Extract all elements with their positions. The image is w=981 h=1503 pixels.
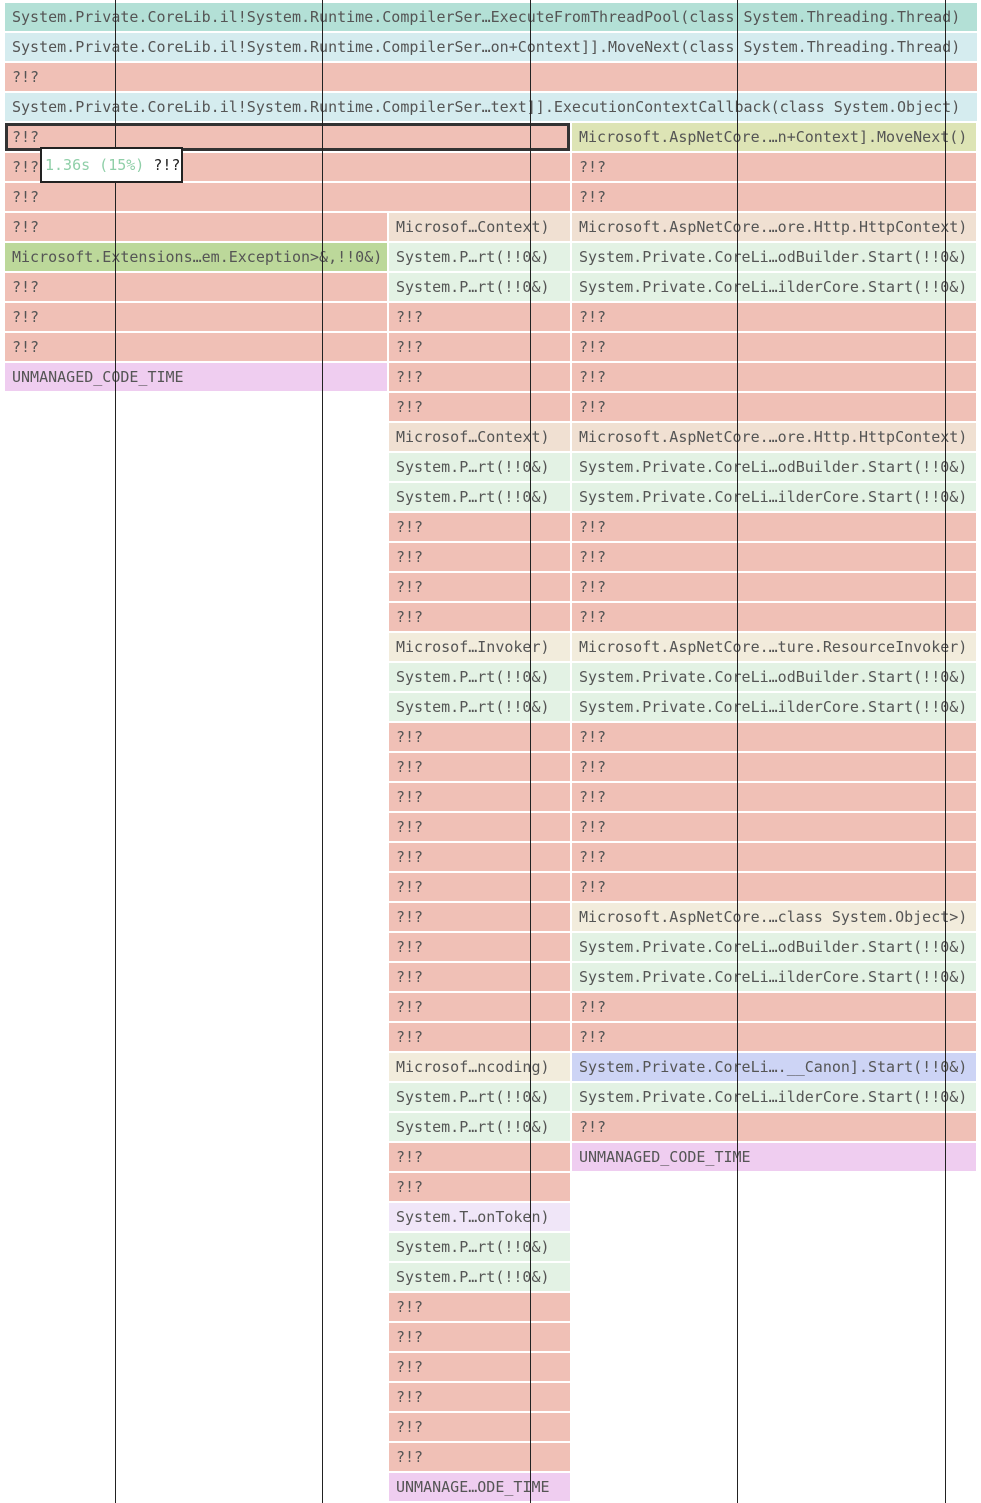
stack-frame[interactable]: ?!? (389, 1443, 570, 1471)
tooltip: 1.36s (15%) ?!? (40, 147, 183, 183)
stack-frame[interactable]: Microsof…Context) (389, 423, 570, 451)
stack-frame[interactable]: ?!? (5, 63, 977, 91)
stack-frame[interactable]: ?!? (572, 153, 976, 181)
stack-frame[interactable]: ?!? (572, 753, 976, 781)
stack-frame[interactable]: ?!? (389, 1413, 570, 1441)
stack-frame[interactable]: UNMANAGED_CODE_TIME (572, 1143, 976, 1171)
stack-frame[interactable]: ?!? (389, 933, 570, 961)
stack-frame[interactable]: ?!? (572, 873, 976, 901)
stack-frame[interactable]: ?!? (389, 573, 570, 601)
stack-frame[interactable]: System.P…rt(!!0&) (389, 1233, 570, 1261)
stack-frame[interactable]: ?!? (5, 213, 387, 241)
stack-frame[interactable]: ?!? (389, 753, 570, 781)
guide-line (945, 0, 946, 1503)
stack-frame[interactable]: ?!? (572, 813, 976, 841)
stack-frame[interactable]: ?!? (572, 603, 976, 631)
stack-frame[interactable]: ?!? (5, 333, 387, 361)
stack-frame[interactable]: Microsof…Context) (389, 213, 570, 241)
stack-frame[interactable]: ?!? (5, 273, 387, 301)
stack-frame[interactable]: System.Private.CoreLi…ilderCore.Start(!!… (572, 693, 976, 721)
tooltip-time: 1.36s (15%) (45, 156, 145, 174)
stack-frame[interactable]: System.Private.CoreLib.il!System.Runtime… (5, 3, 977, 31)
stack-frame[interactable]: ?!? (572, 723, 976, 751)
stack-frame[interactable]: ?!? (389, 1023, 570, 1051)
stack-frame[interactable]: ?!? (572, 783, 976, 811)
stack-frame[interactable]: ?!? (389, 513, 570, 541)
guide-line (530, 0, 531, 1503)
stack-frame[interactable]: UNMANAGE…ODE_TIME (389, 1473, 570, 1501)
guide-line (322, 0, 323, 1503)
stack-frame[interactable]: System.P…rt(!!0&) (389, 243, 570, 271)
stack-frame[interactable]: System.Private.CoreLib.il!System.Runtime… (5, 33, 977, 61)
stack-frame[interactable]: ?!? (572, 333, 976, 361)
stack-frame[interactable]: System.Private.CoreLib.il!System.Runtime… (5, 93, 977, 121)
stack-frame[interactable]: ?!? (572, 1113, 976, 1141)
stack-frame[interactable]: System.P…rt(!!0&) (389, 1263, 570, 1291)
stack-frame[interactable]: Microsoft.AspNetCore.…class System.Objec… (572, 903, 976, 931)
stack-frame[interactable]: ?!? (572, 573, 976, 601)
stack-frame[interactable]: ?!? (389, 723, 570, 751)
stack-frame[interactable]: ?!? (389, 1383, 570, 1411)
stack-frame[interactable]: ?!? (572, 843, 976, 871)
tooltip-name: ?!? (153, 156, 181, 174)
stack-frame[interactable]: System.P…rt(!!0&) (389, 483, 570, 511)
stack-frame[interactable]: Microsoft.Extensions…em.Exception>&,!!0&… (5, 243, 387, 271)
stack-frame[interactable]: System.P…rt(!!0&) (389, 1083, 570, 1111)
stack-frame[interactable]: System.Private.CoreLi…odBuilder.Start(!!… (572, 453, 976, 481)
stack-frame[interactable]: System.Private.CoreLi…ilderCore.Start(!!… (572, 273, 976, 301)
stack-frame[interactable]: ?!? (389, 903, 570, 931)
stack-frame[interactable]: ?!? (389, 843, 570, 871)
stack-frame[interactable]: System.Private.CoreLi…odBuilder.Start(!!… (572, 663, 976, 691)
stack-frame[interactable]: System.Private.CoreLi…ilderCore.Start(!!… (572, 963, 976, 991)
stack-frame[interactable]: UNMANAGED_CODE_TIME (5, 363, 387, 391)
stack-frame[interactable]: ?!? (389, 813, 570, 841)
stack-frame[interactable]: Microsoft.AspNetCore.…ture.ResourceInvok… (572, 633, 976, 661)
stack-frame[interactable]: Microsof…Invoker) (389, 633, 570, 661)
stack-frame[interactable]: System.Private.CoreLi…odBuilder.Start(!!… (572, 933, 976, 961)
stack-frame[interactable]: System.T…onToken) (389, 1203, 570, 1231)
stack-frame[interactable]: ?!? (572, 543, 976, 571)
stack-frame[interactable]: ?!? (572, 513, 976, 541)
stack-frame[interactable]: ?!? (389, 303, 570, 331)
stack-frame[interactable]: ?!? (389, 1323, 570, 1351)
stack-frame[interactable]: ?!? (389, 963, 570, 991)
stack-frame[interactable]: System.P…rt(!!0&) (389, 693, 570, 721)
stack-frame[interactable]: ?!? (572, 393, 976, 421)
stack-frame[interactable]: ?!? (572, 183, 976, 211)
stack-frame[interactable]: Microsoft.AspNetCore.…ore.Http.HttpConte… (572, 213, 976, 241)
stack-frame[interactable]: System.Private.CoreLi…ilderCore.Start(!!… (572, 483, 976, 511)
stack-frame[interactable]: Microsoft.AspNetCore.…ore.Http.HttpConte… (572, 423, 976, 451)
stack-frame[interactable]: ?!? (389, 1143, 570, 1171)
stack-frame[interactable]: System.P…rt(!!0&) (389, 663, 570, 691)
stack-frame[interactable]: ?!? (572, 363, 976, 391)
stack-frame[interactable]: ?!? (389, 603, 570, 631)
stack-frame[interactable]: System.P…rt(!!0&) (389, 273, 570, 301)
stack-frame[interactable]: ?!? (5, 123, 570, 151)
stack-frame[interactable]: System.Private.CoreLi….__Canon].Start(!!… (572, 1053, 976, 1081)
stack-frame[interactable]: ?!? (572, 303, 976, 331)
guide-line (737, 0, 738, 1503)
stack-frame[interactable]: ?!? (5, 303, 387, 331)
stack-frame[interactable]: ?!? (389, 1173, 570, 1201)
stack-frame[interactable]: ?!? (389, 333, 570, 361)
stack-frame[interactable]: System.P…rt(!!0&) (389, 453, 570, 481)
guide-line (115, 0, 116, 1503)
stack-frame[interactable]: System.Private.CoreLi…odBuilder.Start(!!… (572, 243, 976, 271)
stack-frame[interactable]: ?!? (572, 993, 976, 1021)
stack-frame[interactable]: ?!? (389, 873, 570, 901)
stack-frame[interactable]: ?!? (5, 183, 570, 211)
stack-frame[interactable]: ?!? (389, 363, 570, 391)
stack-frame[interactable]: ?!? (389, 1293, 570, 1321)
stack-frame[interactable]: ?!? (389, 393, 570, 421)
stack-frame[interactable]: ?!? (389, 1353, 570, 1381)
stack-frame[interactable]: ?!? (389, 543, 570, 571)
stack-frame[interactable]: System.Private.CoreLi…ilderCore.Start(!!… (572, 1083, 976, 1111)
stack-frame[interactable]: ?!? (389, 783, 570, 811)
stack-frame[interactable]: System.P…rt(!!0&) (389, 1113, 570, 1141)
stack-frame[interactable]: ?!? (389, 993, 570, 1021)
stack-frame[interactable]: ?!? (572, 1023, 976, 1051)
stack-frame[interactable]: Microsof…ncoding) (389, 1053, 570, 1081)
stack-frame[interactable]: Microsoft.AspNetCore.…n+Context].MoveNex… (572, 123, 976, 151)
